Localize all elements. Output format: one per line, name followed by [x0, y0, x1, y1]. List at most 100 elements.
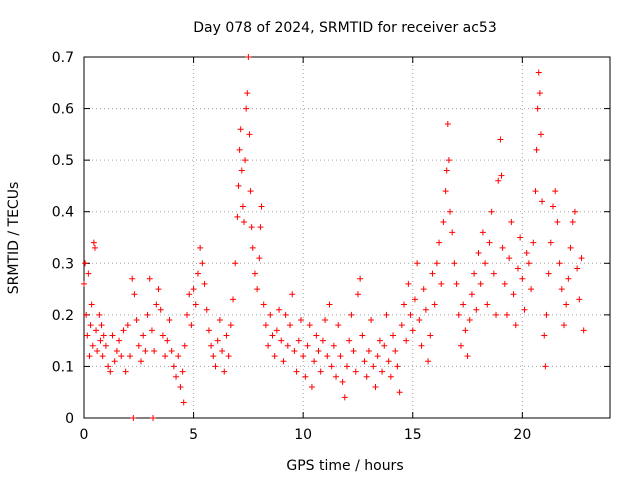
- data-point: [556, 260, 563, 267]
- data-point: [144, 311, 151, 318]
- data-point: [100, 332, 107, 339]
- data-point: [245, 54, 252, 60]
- x-tick-label: 15: [404, 427, 422, 443]
- data-point: [308, 384, 315, 391]
- data-point: [153, 301, 160, 308]
- data-point: [265, 342, 272, 349]
- data-point: [409, 327, 416, 334]
- data-point: [381, 342, 388, 349]
- data-point: [574, 265, 581, 272]
- data-point: [235, 182, 242, 189]
- data-point: [188, 322, 195, 329]
- data-point: [508, 219, 515, 226]
- data-point: [157, 306, 164, 313]
- data-point: [97, 337, 104, 344]
- data-point: [512, 322, 519, 329]
- data-point: [166, 317, 173, 324]
- data-point: [85, 270, 92, 277]
- data-point: [468, 291, 475, 298]
- data-point: [133, 317, 140, 324]
- data-point: [96, 311, 103, 318]
- data-point: [552, 188, 559, 195]
- data-point: [311, 358, 318, 365]
- x-tick-label: 0: [80, 427, 89, 443]
- data-point: [543, 311, 550, 318]
- data-point: [484, 301, 491, 308]
- data-point: [541, 332, 548, 339]
- data-point: [105, 363, 112, 370]
- data-point: [565, 275, 572, 282]
- data-point: [216, 317, 223, 324]
- data-point: [170, 363, 177, 370]
- data-point: [503, 311, 510, 318]
- data-point: [523, 249, 530, 256]
- data-point: [361, 358, 368, 365]
- data-point: [464, 353, 471, 360]
- data-point: [443, 167, 450, 174]
- data-point: [291, 347, 298, 354]
- y-tick-label: 0.4: [52, 205, 74, 221]
- data-point: [313, 332, 320, 339]
- data-point: [350, 347, 357, 354]
- data-point: [519, 275, 526, 282]
- y-axis-label: SRMTID / TECUs: [6, 182, 22, 295]
- data-point: [385, 358, 392, 365]
- data-point: [368, 317, 375, 324]
- y-tick-label: 0: [65, 411, 74, 427]
- data-point: [232, 260, 239, 267]
- data-point: [442, 188, 449, 195]
- data-point: [90, 239, 97, 246]
- data-point: [278, 337, 285, 344]
- data-point: [447, 208, 454, 215]
- data-point: [210, 353, 217, 360]
- data-point: [223, 332, 230, 339]
- axis-ticks: 0 0.1 0.2 0.3 0.4 0.5 0.6 0.7 0 5 10 15 20: [52, 50, 610, 443]
- x-tick-label: 10: [294, 427, 312, 443]
- data-point: [514, 265, 521, 272]
- data-point: [451, 260, 458, 267]
- data-point: [164, 337, 171, 344]
- data-point: [493, 311, 500, 318]
- data-point: [315, 347, 322, 354]
- data-point: [146, 275, 153, 282]
- data-point: [225, 353, 232, 360]
- data-point: [344, 363, 350, 370]
- data-point: [444, 121, 451, 128]
- data-point: [184, 311, 191, 318]
- data-point: [488, 208, 495, 215]
- data-point: [416, 317, 423, 324]
- data-point: [536, 90, 543, 97]
- data-point: [348, 311, 355, 318]
- data-point: [403, 337, 410, 344]
- data-point: [547, 239, 554, 246]
- data-point: [411, 296, 418, 303]
- data-point: [449, 229, 456, 236]
- data-point: [550, 203, 557, 210]
- data-point: [379, 368, 386, 375]
- data-point: [457, 342, 464, 349]
- data-point: [306, 322, 313, 329]
- data-point: [179, 368, 186, 375]
- data-point: [521, 306, 528, 313]
- data-point: [177, 384, 184, 391]
- data-point: [335, 322, 342, 329]
- data-point: [420, 286, 427, 293]
- data-point: [431, 301, 438, 308]
- data-point: [354, 291, 361, 298]
- data-point: [482, 260, 489, 267]
- y-tick-label: 0.3: [52, 256, 74, 272]
- data-point: [282, 311, 289, 318]
- data-point: [542, 363, 549, 370]
- data-point: [88, 301, 95, 308]
- data-point: [81, 280, 87, 287]
- data-point: [276, 306, 283, 313]
- data-point: [539, 198, 546, 205]
- data-point: [533, 146, 540, 153]
- data-point: [560, 322, 567, 329]
- data-point: [173, 373, 180, 380]
- data-point: [194, 270, 201, 277]
- data-point: [135, 342, 142, 349]
- data-point: [168, 347, 175, 354]
- data-point: [122, 368, 129, 375]
- data-point: [99, 353, 106, 360]
